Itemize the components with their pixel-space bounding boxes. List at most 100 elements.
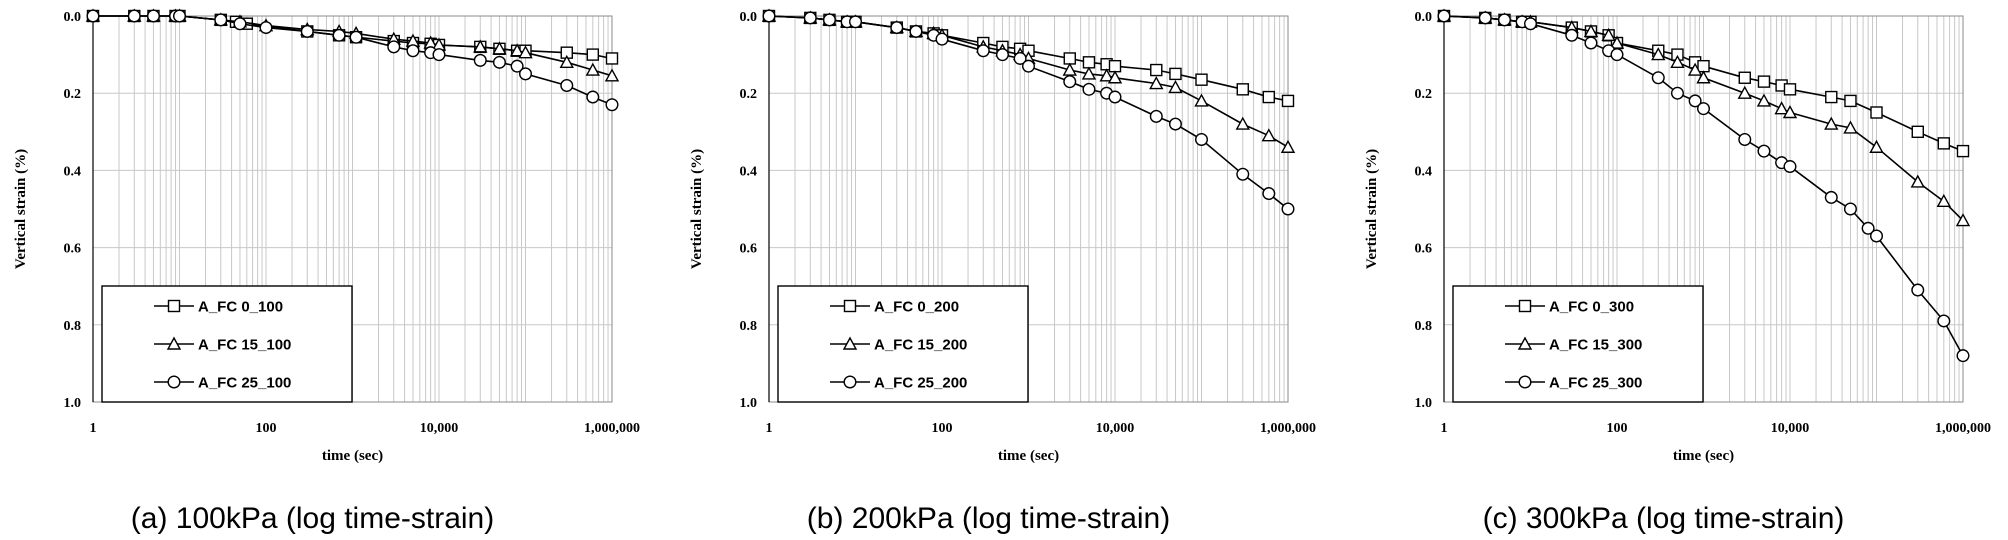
data-point <box>1825 90 1838 104</box>
data-point <box>1150 63 1163 77</box>
y-tick-label: 0.8 <box>740 319 758 334</box>
data-point <box>1670 86 1684 100</box>
data-point <box>1082 82 1096 96</box>
data-point <box>849 15 863 29</box>
data-point <box>492 41 507 55</box>
y-tick-label: 0.2 <box>1415 87 1433 102</box>
legend: A_FC 0_200 A_FC 15_200 A_FC 25_200 <box>777 285 1029 403</box>
legend-circle-marker <box>1518 375 1532 389</box>
legend-square-marker <box>167 299 181 313</box>
y-tick-label: 1.0 <box>1415 396 1433 411</box>
data-point <box>1478 11 1492 25</box>
y-axis-title: Vertical strain (%) <box>1364 149 1380 269</box>
data-point <box>1236 167 1250 181</box>
data-point <box>586 90 600 104</box>
data-point <box>1783 83 1797 96</box>
y-tick-label: 0.0 <box>1415 10 1433 25</box>
legend-box <box>101 285 353 403</box>
legend-circle-marker <box>167 375 181 389</box>
data-point <box>995 48 1009 62</box>
data-point <box>909 24 923 38</box>
data-point <box>1168 117 1182 131</box>
data-point <box>803 11 817 25</box>
data-point <box>492 55 506 69</box>
x-tick-label: 1,000,000 <box>584 421 640 436</box>
data-point <box>300 24 314 38</box>
chart-panel: 0.0 0.2 0.4 0.6 0.8 1.0 1 100 10,000 1,000,000 tim… <box>1364 8 1991 535</box>
data-point <box>1869 139 1884 153</box>
data-point <box>604 68 620 82</box>
x-tick-label: 1 <box>90 421 97 436</box>
x-tick-label: 1 <box>1441 421 1448 436</box>
x-axis-title: time (sec) <box>322 448 383 464</box>
data-point <box>1583 23 1599 38</box>
x-axis-title: time (sec) <box>1673 448 1734 464</box>
legend-circle-marker <box>843 375 857 389</box>
x-tick-label: 100 <box>1607 421 1628 436</box>
y-tick-label: 0.0 <box>740 10 758 25</box>
legend-item: A_FC 0_100 <box>154 299 283 316</box>
data-point <box>1844 94 1857 108</box>
data-point <box>1108 90 1122 104</box>
data-point <box>1911 125 1924 139</box>
y-tick-label: 0.6 <box>740 242 758 257</box>
data-point <box>1956 144 1970 158</box>
data-point <box>1281 202 1295 216</box>
data-point <box>509 43 525 57</box>
data-point <box>1601 27 1616 41</box>
y-tick-label: 0.6 <box>1415 242 1433 257</box>
panel-caption: (a) 100kPa (log time-strain) <box>131 502 494 535</box>
data-point <box>1262 90 1276 104</box>
data-point <box>1870 106 1883 119</box>
legend-item: A_FC 15_200 <box>830 337 967 354</box>
x-tick-label: 1,000,000 <box>1260 421 1316 436</box>
data-point <box>172 9 186 23</box>
data-point <box>1107 70 1123 84</box>
legend-triangle-marker <box>166 336 182 350</box>
data-point <box>1651 47 1666 61</box>
x-tick-label: 1,000,000 <box>1935 421 1991 436</box>
y-tick-label: 0.4 <box>740 164 758 179</box>
data-point <box>1937 314 1951 328</box>
data-point <box>1869 229 1883 243</box>
data-point <box>1584 36 1598 50</box>
series <box>1437 9 1970 363</box>
y-axis-title: Vertical strain (%) <box>13 149 29 269</box>
data-point <box>1523 17 1537 31</box>
data-point <box>1099 68 1114 82</box>
panel-caption: (b) 200kPa (log time-strain) <box>807 502 1170 535</box>
data-point <box>1195 73 1208 86</box>
data-point <box>605 52 619 65</box>
legend: A_FC 0_100 A_FC 15_100 A_FC 25_100 <box>101 285 353 403</box>
data-point <box>432 48 446 62</box>
legend-item: A_FC 15_300 <box>1505 337 1642 354</box>
y-tick-label: 0.2 <box>64 87 82 102</box>
data-point <box>1262 187 1276 201</box>
legend-triangle-marker <box>1517 336 1533 350</box>
data-point <box>1955 213 1971 227</box>
data-point <box>214 13 228 27</box>
data-point <box>1696 70 1711 84</box>
data-point <box>387 40 401 54</box>
data-point <box>1737 85 1752 99</box>
data-point <box>1437 9 1451 23</box>
y-tick-label: 0.4 <box>1415 164 1433 179</box>
x-tick-label: 10,000 <box>420 421 459 436</box>
legend-square-marker <box>843 299 857 313</box>
data-point <box>349 30 363 44</box>
chart-panel: 0.0 0.2 0.4 0.6 0.8 1.0 1 100 10,000 1,000,000 tim… <box>689 8 1316 535</box>
data-point <box>762 9 776 23</box>
data-point <box>1651 71 1665 85</box>
data-point <box>1697 59 1710 73</box>
x-axis-title: time (sec) <box>998 448 1059 464</box>
legend-label: A_FC 15_300 <box>1549 337 1642 354</box>
y-tick-label: 1.0 <box>740 396 758 411</box>
data-point <box>1670 54 1685 69</box>
data-point <box>1757 75 1771 88</box>
data-point <box>1235 116 1250 130</box>
data-point <box>1149 109 1163 123</box>
data-point <box>1756 93 1772 107</box>
data-point <box>1609 35 1625 49</box>
data-point <box>332 28 346 42</box>
data-point <box>1062 62 1077 76</box>
